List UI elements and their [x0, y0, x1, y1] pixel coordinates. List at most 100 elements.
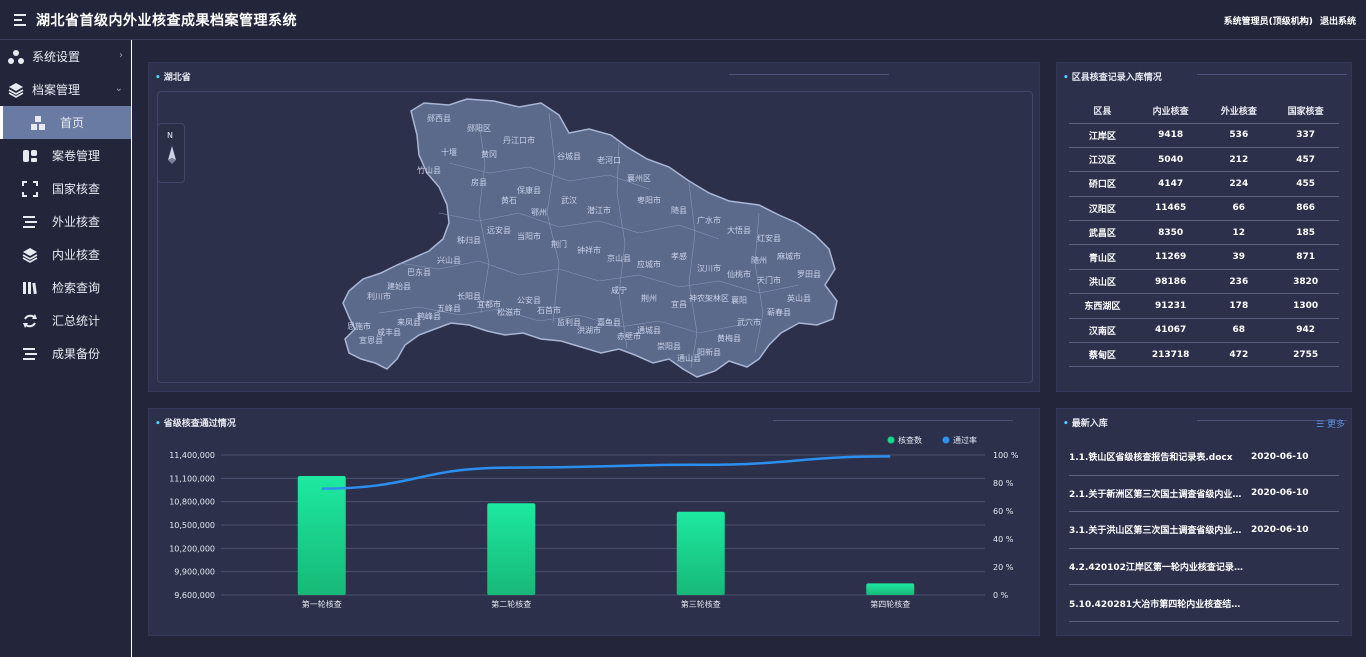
district-label[interactable]: 兴山县 — [437, 255, 461, 265]
district-label[interactable]: 崇阳县 — [657, 342, 681, 351]
list-item[interactable]: 2.1.关于新洲区第三次国土调查省级内业核查报告 2020-06-10 — [1069, 476, 1339, 513]
sidebar-item-9[interactable]: 成果备份 — [0, 337, 131, 370]
sidebar-item-3[interactable]: 案卷管理 — [0, 139, 131, 172]
district-label[interactable]: 随县 — [671, 205, 687, 215]
district-label[interactable]: 大悟县 — [727, 225, 751, 235]
district-label[interactable]: 鹤峰县 — [417, 311, 441, 321]
district-label[interactable]: 罗田县 — [797, 270, 821, 279]
district-label[interactable]: 建始县 — [387, 281, 411, 291]
table-cell: 472 — [1205, 342, 1273, 368]
district-label[interactable]: 襄阳 — [731, 295, 747, 305]
map-frame — [157, 91, 1033, 383]
district-label[interactable]: 武穴市 — [737, 317, 761, 327]
district-label[interactable]: 钟祥市 — [577, 245, 601, 255]
sidebar-item-0[interactable]: 系统设置 › — [0, 40, 131, 73]
district-label[interactable]: 赤壁市 — [617, 331, 641, 341]
sidebar-item-label: 案卷管理 — [52, 149, 101, 163]
more-link[interactable]: ☰ 更多 — [1316, 417, 1345, 430]
district-border — [546, 112, 560, 324]
district-label[interactable]: 应城市 — [637, 259, 661, 269]
district-label[interactable]: 通山县 — [677, 353, 701, 363]
district-label[interactable]: 洪湖市 — [577, 325, 601, 335]
sidebar-item-2[interactable]: 首页 — [0, 106, 131, 139]
list-item[interactable]: 4.2.420102江岸区第一轮内业核查记录表.xlsx — [1069, 549, 1339, 586]
district-label[interactable]: 英山县 — [787, 293, 811, 303]
district-label[interactable]: 保康县 — [517, 185, 541, 195]
district-label[interactable]: 郧阳区 — [467, 124, 491, 133]
top-bar: 湖北省首级内外业核查成果档案管理系统 系统管理员(顶级机构) 退出系统 — [0, 0, 1366, 40]
bar[interactable] — [487, 503, 536, 595]
district-label[interactable]: 嘉鱼县 — [597, 317, 621, 327]
column-header: 区县 — [1069, 99, 1136, 124]
sidebar-item-7[interactable]: 检索查询 — [0, 271, 131, 304]
district-label[interactable]: 松滋市 — [497, 307, 521, 317]
sidebar-item-6[interactable]: 内业核查 — [0, 238, 131, 271]
district-label[interactable]: 枣阳市 — [637, 195, 661, 205]
district-label[interactable]: 天门市 — [757, 275, 781, 285]
district-label[interactable]: 宜都市 — [477, 299, 501, 309]
district-label[interactable]: 通城县 — [637, 325, 661, 335]
district-label[interactable]: 房县 — [471, 177, 487, 187]
district-label[interactable]: 来凤县 — [397, 318, 421, 327]
district-label[interactable]: 荆州 — [641, 293, 657, 303]
district-label[interactable]: 神农架林区 — [689, 293, 729, 303]
district-label[interactable]: 十堰 — [441, 147, 457, 157]
district-label[interactable]: 红安县 — [757, 233, 781, 243]
district-label[interactable]: 咸丰县 — [377, 327, 401, 337]
district-label[interactable]: 麻城市 — [777, 251, 801, 261]
bar[interactable] — [676, 511, 725, 595]
district-label[interactable]: 利川市 — [367, 291, 391, 301]
district-label[interactable]: 老河口 — [597, 155, 621, 165]
district-label[interactable]: 丹江口市 — [503, 135, 535, 145]
district-label[interactable]: 当阳市 — [517, 231, 541, 241]
list-item[interactable]: 5.10.420281大冶市第四轮内业核查结果0.7z — [1069, 585, 1339, 622]
district-label[interactable]: 汉川市 — [697, 263, 721, 273]
list-item[interactable]: 1.1.铁山区省级核查报告和记录表.docx 2020-06-10 — [1069, 439, 1339, 476]
district-label[interactable]: 竹山县 — [417, 165, 441, 175]
district-label[interactable]: 监利县 — [557, 317, 581, 327]
bar[interactable] — [866, 583, 915, 595]
district-label[interactable]: 咸宁 — [611, 285, 627, 295]
district-label[interactable]: 宜昌 — [671, 299, 687, 309]
logout-link[interactable]: 退出系统 — [1319, 17, 1356, 27]
district-label[interactable]: 荆门 — [551, 239, 567, 249]
district-label[interactable]: 秭归县 — [457, 235, 481, 245]
district-label[interactable]: 武汉 — [561, 195, 577, 205]
district-label[interactable]: 远安县 — [487, 225, 511, 235]
bar[interactable] — [297, 476, 346, 595]
district-label[interactable]: 仙桃市 — [727, 269, 751, 279]
district-label[interactable]: 石首市 — [537, 305, 561, 315]
district-label[interactable]: 长阳县 — [457, 291, 481, 301]
district-label[interactable]: 黄石 — [501, 195, 517, 205]
district-label[interactable]: 襄州区 — [627, 173, 651, 183]
district-label[interactable]: 黄冈 — [481, 149, 497, 159]
district-label[interactable]: 鄂州 — [531, 208, 547, 217]
sidebar-item-4[interactable]: 国家核查 — [0, 172, 131, 205]
sidebar-item-5[interactable]: 外业核查 — [0, 205, 131, 238]
table-row: 汉南区 41067 68 942 — [1069, 318, 1339, 344]
district-label[interactable]: 郧西县 — [427, 114, 451, 123]
district-label[interactable]: 随州 — [751, 255, 767, 265]
district-label[interactable]: 巴东县 — [407, 267, 431, 277]
district-label[interactable]: 公安县 — [517, 295, 541, 305]
table-cell: 汉南区 — [1069, 318, 1136, 344]
district-label[interactable]: 黄梅县 — [717, 333, 741, 343]
district-label[interactable]: 广水市 — [697, 215, 721, 225]
district-label[interactable]: 阳新县 — [697, 347, 721, 357]
legend-label: 通过率 — [953, 435, 977, 445]
district-label[interactable]: 京山县 — [607, 253, 631, 263]
user-name[interactable]: 系统管理员(顶级机构) — [1223, 17, 1313, 27]
menu-toggle-icon[interactable] — [14, 14, 26, 26]
pass-rate-line[interactable] — [321, 455, 891, 490]
district-label[interactable]: 蕲春县 — [767, 307, 791, 317]
list-item[interactable]: 3.1.关于洪山区第三次国土调查省级内业核查报告 2020-06-10 — [1069, 512, 1339, 549]
sidebar-item-8[interactable]: 汇总统计 — [0, 304, 131, 337]
district-label[interactable]: 孝感 — [671, 251, 687, 261]
district-label[interactable]: 恩施市 — [347, 321, 371, 331]
district-label[interactable]: 潜江市 — [587, 205, 611, 215]
district-label[interactable]: 谷城县 — [557, 152, 581, 161]
district-label[interactable]: 宣恩县 — [359, 335, 383, 345]
district-label[interactable]: 五峰县 — [437, 303, 461, 313]
sidebar-item-1[interactable]: 档案管理 ⌄ — [0, 73, 131, 106]
